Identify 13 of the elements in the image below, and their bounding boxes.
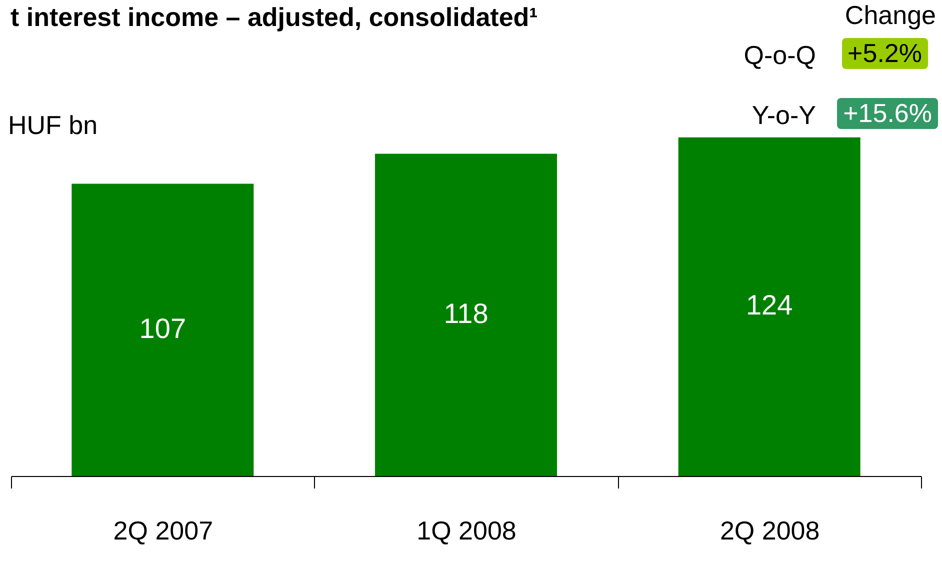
data-label: 124 [746,290,793,321]
x-tick-label: 2Q 2008 [720,516,820,546]
text: Y-o-Y [752,100,816,131]
y-axis-title: HUF bn [8,110,98,141]
text: +5.2% [842,38,928,69]
x-tick-label: 2Q 2007 [113,516,214,546]
data-label: 118 [444,298,488,329]
x-tick-label: 1Q 2008 [416,516,516,546]
text: Change [844,0,936,31]
text: Q-o-Q [744,40,816,71]
text: +15.6% [837,98,938,129]
chart-title: t interest income – adjusted, consolidated¹ [10,2,538,32]
data-label: 107 [139,312,186,344]
